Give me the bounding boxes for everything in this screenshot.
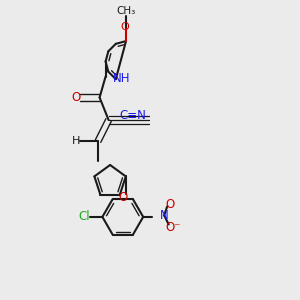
Text: O: O bbox=[71, 91, 80, 104]
Text: O: O bbox=[119, 191, 128, 204]
Text: CH₃: CH₃ bbox=[116, 6, 136, 16]
Text: NH: NH bbox=[113, 71, 130, 85]
Text: O: O bbox=[166, 198, 175, 211]
Text: O: O bbox=[120, 22, 129, 32]
Text: Cl: Cl bbox=[79, 210, 90, 224]
Text: O⁻: O⁻ bbox=[166, 221, 181, 234]
Text: C≡N: C≡N bbox=[119, 109, 146, 122]
Text: H: H bbox=[72, 136, 81, 146]
Text: N: N bbox=[160, 209, 169, 222]
